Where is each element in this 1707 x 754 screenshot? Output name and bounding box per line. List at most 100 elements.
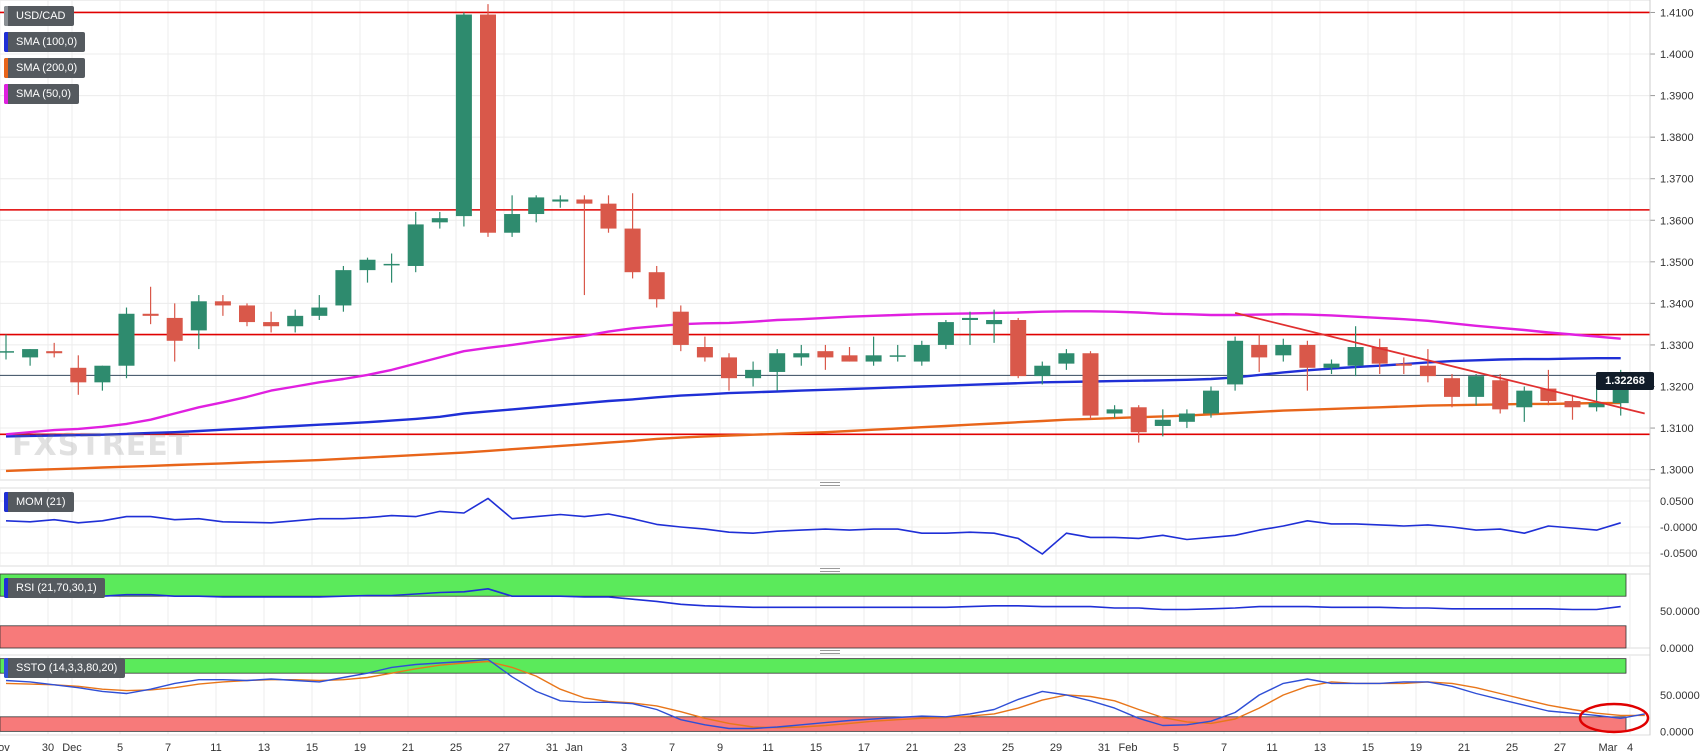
rsi-swatch xyxy=(4,578,8,598)
candle-bullish xyxy=(287,309,304,333)
candle-body xyxy=(1492,380,1509,410)
sto-swatch xyxy=(4,658,8,678)
candle-body xyxy=(1010,320,1027,377)
candle-bullish xyxy=(335,265,352,312)
candle-body xyxy=(504,214,521,233)
candle-body xyxy=(624,228,641,273)
rsi-legend[interactable]: RSI (21,70,30,1) xyxy=(4,578,105,598)
candle-bearish xyxy=(721,353,737,391)
candle-body xyxy=(431,218,448,223)
rsi-oversold-zone xyxy=(0,625,1627,649)
candle-bearish xyxy=(648,265,665,308)
candle-body xyxy=(889,355,906,357)
candle-body xyxy=(962,317,978,320)
y-tick-label: 1.4000 xyxy=(1660,49,1694,61)
candle-bullish xyxy=(1154,409,1171,437)
x-tick-label: 4 xyxy=(1627,742,1633,754)
sma50-swatch xyxy=(4,84,8,104)
sma100-legend[interactable]: SMA (100,0) xyxy=(4,32,86,52)
candle-bullish xyxy=(986,309,1003,343)
candle-bullish xyxy=(455,12,472,227)
candle-body xyxy=(986,320,1003,325)
sma200-line xyxy=(5,401,1621,473)
candle-bullish xyxy=(937,320,954,350)
candle-body xyxy=(1323,363,1340,368)
candle-bullish xyxy=(1323,359,1340,375)
candle-bullish xyxy=(190,295,207,350)
x-tick-label: 23 xyxy=(954,742,966,754)
x-tick-label: 17 xyxy=(858,742,870,754)
candle-body xyxy=(1588,403,1605,408)
candle-body xyxy=(1419,365,1436,377)
sto-legend[interactable]: SSTO (14,3,3,80,20) xyxy=(4,658,126,678)
candle-body xyxy=(745,369,762,379)
rsi-label: RSI (21,70,30,1) xyxy=(16,582,97,594)
x-tick-label: 13 xyxy=(258,742,270,754)
y-tick-label: 1.3600 xyxy=(1660,215,1694,227)
candle-body xyxy=(480,14,496,233)
candle-bearish xyxy=(1492,374,1509,414)
candle-bullish xyxy=(431,211,448,229)
sma50-legend[interactable]: SMA (50,0) xyxy=(4,84,80,104)
sma100-line xyxy=(5,357,1621,438)
sto-y-tick-label: 0.0000 xyxy=(1660,726,1694,738)
candle-bearish xyxy=(624,193,641,279)
candle-body xyxy=(1203,390,1219,414)
rsi-line xyxy=(5,587,1621,611)
symbol-legend[interactable]: USD/CAD xyxy=(4,6,74,26)
candle-bullish xyxy=(552,195,569,208)
x-tick-label: 7 xyxy=(669,742,675,754)
candle-bullish xyxy=(1516,386,1533,422)
mom-legend[interactable]: MOM (21) xyxy=(4,492,74,512)
x-tick-label: 15 xyxy=(1362,742,1374,754)
x-tick-label: 3 xyxy=(621,742,627,754)
candle-body xyxy=(263,322,280,327)
candle-bullish xyxy=(793,344,810,366)
candle-bearish xyxy=(142,286,159,325)
candle-bullish xyxy=(118,307,135,379)
descending-trendline xyxy=(1234,312,1645,415)
sma50-label: SMA (50,0) xyxy=(16,88,72,100)
sma200-legend[interactable]: SMA (200,0) xyxy=(4,58,86,78)
symbol-label: USD/CAD xyxy=(16,10,66,22)
candle-body xyxy=(937,322,954,345)
x-tick-label: 5 xyxy=(1173,742,1179,754)
x-tick-label: Dec xyxy=(62,742,82,754)
sto-overbought-zone xyxy=(0,658,1627,674)
candle-bearish xyxy=(214,295,231,316)
candle-body xyxy=(359,259,376,271)
x-tick-label: Jan xyxy=(565,742,583,754)
candle-bullish xyxy=(528,195,545,223)
x-tick-label: 27 xyxy=(498,742,510,754)
x-tick-label: 11 xyxy=(210,742,221,754)
candle-bearish xyxy=(696,336,713,362)
candle-body xyxy=(94,365,111,383)
candle-bullish xyxy=(311,295,328,320)
candle-body xyxy=(913,344,930,362)
x-tick-label: 19 xyxy=(354,742,366,754)
candle-body xyxy=(166,317,183,341)
x-tick-label: 27 xyxy=(1554,742,1566,754)
candle-body xyxy=(1178,413,1195,422)
candle-bearish xyxy=(841,347,858,362)
candle-bearish xyxy=(480,4,496,237)
y-tick-label: 1.3300 xyxy=(1660,340,1694,352)
candle-bearish xyxy=(239,303,255,327)
candle-bearish xyxy=(672,305,689,352)
y-tick-label: 1.3000 xyxy=(1660,465,1694,477)
candle-bullish xyxy=(962,311,978,345)
candle-bearish xyxy=(166,303,183,362)
candle-bearish xyxy=(576,195,593,296)
last-price-tag: 1.32268 xyxy=(1596,372,1654,390)
mom-swatch xyxy=(4,492,8,512)
candle-body xyxy=(311,307,328,316)
y-tick-label: 1.3200 xyxy=(1660,381,1694,393)
candle-bullish xyxy=(0,334,14,360)
candle-body xyxy=(552,199,569,202)
x-tick-label: 21 xyxy=(402,742,414,754)
momentum-line xyxy=(5,497,1621,555)
candle-body xyxy=(721,357,737,379)
candle-body xyxy=(0,351,14,353)
candle-body xyxy=(1058,353,1075,364)
